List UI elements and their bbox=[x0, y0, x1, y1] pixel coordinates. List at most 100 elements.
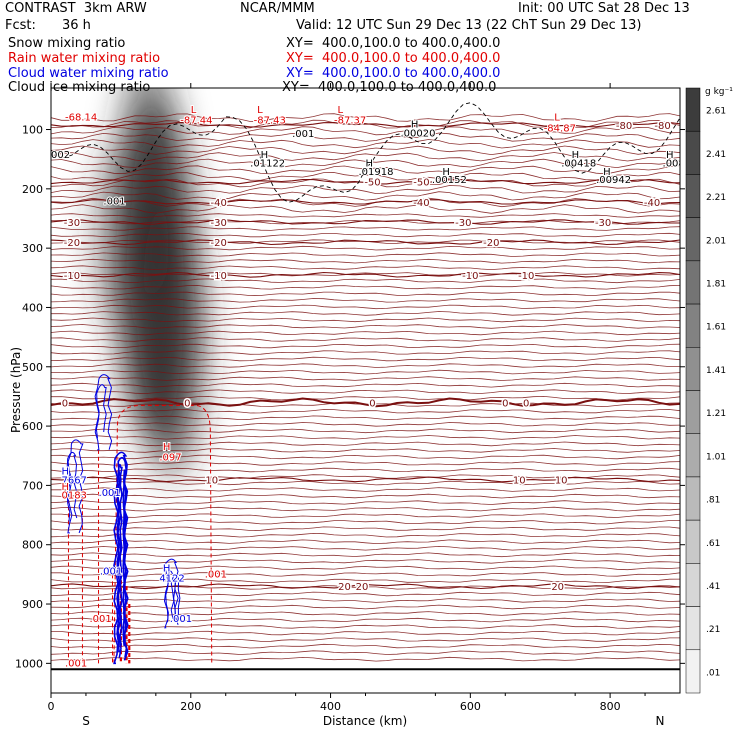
y-tick-label-400: 400 bbox=[22, 301, 43, 314]
isotherm-minor-7 bbox=[51, 158, 680, 169]
isotherm-minor-45 bbox=[51, 409, 680, 414]
isotherm-minor-52 bbox=[51, 454, 680, 460]
isotherm-minor-9 bbox=[51, 171, 680, 181]
isotherm-minor-56 bbox=[51, 480, 680, 486]
init-time: Init: 00 UTC Sat 28 Dec 13 bbox=[518, 1, 690, 16]
colorbar-swatch-5 bbox=[685, 303, 701, 348]
isotherm-0 bbox=[51, 397, 680, 408]
colorbar-swatch-13 bbox=[685, 649, 701, 694]
isotherm-minor-18 bbox=[51, 232, 680, 238]
y-tick-label-1000: 1000 bbox=[15, 657, 43, 670]
isotherm-minor-25 bbox=[51, 278, 680, 284]
isotherm-minor-22 bbox=[51, 258, 680, 264]
colorbar-label-6: 1.41 bbox=[706, 366, 726, 376]
cloud-water-contour-6 bbox=[116, 463, 123, 653]
isotherm-label-20-2: 20 bbox=[551, 582, 564, 593]
isotherm-minor-67 bbox=[51, 552, 680, 558]
isotherm-minor-38 bbox=[51, 363, 680, 368]
y-axis-label: Pressure (hPa) bbox=[9, 347, 23, 433]
y-tick-label-900: 900 bbox=[22, 598, 43, 611]
colorbar-swatch-10 bbox=[685, 519, 701, 564]
y-tick-label-600: 600 bbox=[22, 420, 43, 433]
colorbar-label-4: 1.81 bbox=[706, 279, 726, 289]
isotherm-minor-50 bbox=[51, 441, 680, 447]
isotherm-20 bbox=[51, 583, 680, 590]
annotation-13: H bbox=[261, 150, 269, 161]
isotherm-minor-43 bbox=[51, 395, 680, 401]
cloud-water-contour-1 bbox=[66, 451, 78, 522]
annotation-32: .001 bbox=[99, 488, 121, 499]
isotherm-label--30-0: -30 bbox=[64, 218, 80, 229]
isotherm-minor-66 bbox=[51, 545, 680, 551]
colorbar-swatch-7 bbox=[685, 390, 701, 434]
annotation-16: .00418 bbox=[561, 158, 596, 169]
isotherm-label-0-4: 0 bbox=[523, 398, 529, 409]
colorbar-swatch-4 bbox=[685, 260, 701, 305]
isotherm-label--10-3: -10 bbox=[518, 271, 534, 282]
endpoint-south: S bbox=[82, 714, 90, 728]
snow-maximum-2 bbox=[133, 198, 206, 477]
annotation-2: -87.44 bbox=[180, 116, 212, 127]
isotherm-label--20-2: -20 bbox=[483, 238, 499, 249]
cloud-water-contour-4 bbox=[113, 451, 129, 665]
annotation-5: L bbox=[338, 105, 344, 116]
cloud-water-contour-10 bbox=[173, 575, 181, 617]
cloud-ice-contour bbox=[51, 102, 680, 203]
isotherm-minor-12 bbox=[51, 191, 680, 201]
isotherm-minor-46 bbox=[51, 415, 680, 421]
x-tick-label-800: 800 bbox=[600, 700, 621, 713]
colorbar-swatch-1 bbox=[685, 130, 701, 175]
isotherm-minor-16 bbox=[51, 219, 680, 225]
model-title: CONTRAST 3km ARW bbox=[5, 1, 147, 16]
isotherm-label-10-0: 10 bbox=[205, 475, 218, 486]
annotation-0: -68.14 bbox=[65, 113, 97, 124]
isotherm-minor-79 bbox=[51, 630, 680, 636]
isotherm-minor-28 bbox=[51, 298, 680, 303]
isotherm-label-0-3: 0 bbox=[502, 398, 508, 409]
colorbar-label-11: .41 bbox=[706, 582, 720, 592]
isotherm-minor-55 bbox=[51, 474, 680, 479]
isotherm-minor-4 bbox=[51, 139, 680, 149]
field-rain-label: Rain water mixing ratio bbox=[8, 51, 161, 66]
isotherm-minor-78 bbox=[51, 624, 680, 629]
cloud-water-contour-7 bbox=[122, 469, 127, 647]
isotherm-minor-34 bbox=[51, 337, 680, 342]
isotherm-label--20-0: -20 bbox=[64, 238, 80, 249]
isotherm-minor-35 bbox=[51, 343, 680, 349]
isotherm-minor-39 bbox=[51, 369, 680, 375]
y-tick-label-300: 300 bbox=[22, 242, 43, 255]
x-tick-label-400: 400 bbox=[320, 700, 341, 713]
annotation-14: .01122 bbox=[250, 158, 285, 169]
isotherm-minor-63 bbox=[51, 526, 680, 531]
annotation-9: .001 bbox=[292, 129, 314, 140]
annotation-20: .01918 bbox=[359, 167, 394, 178]
colorbar-label-2: 2.21 bbox=[706, 193, 726, 203]
rain-region-outline bbox=[113, 404, 213, 664]
annotation-10: H bbox=[411, 120, 419, 131]
forecast-label: Fcst: bbox=[5, 18, 36, 33]
isotherm-minor-73 bbox=[51, 591, 680, 597]
colorbar-label-9: .81 bbox=[706, 496, 720, 506]
isotherm-minor-74 bbox=[51, 598, 680, 603]
isotherm--10 bbox=[51, 271, 680, 278]
isotherm-minor-72 bbox=[51, 585, 680, 590]
annotation-8: -84.87 bbox=[544, 123, 576, 134]
annotation-36: .001 bbox=[205, 569, 227, 580]
colorbar-unit: g kg⁻¹ bbox=[705, 87, 733, 97]
isotherm-label--10-0: -10 bbox=[64, 271, 80, 282]
isotherm-10 bbox=[51, 476, 680, 483]
x-tick-label-0: 0 bbox=[48, 700, 55, 713]
contour-labels: -80 -80 -50 -50 -40 -40 -40 -30 -30 -30 -30 -20 -20 -… bbox=[51, 104, 680, 670]
x-tick-label-200: 200 bbox=[180, 700, 201, 713]
isotherm-minor-6 bbox=[51, 152, 680, 162]
isotherm-minor-33 bbox=[51, 330, 680, 336]
isotherm-label-10-1: 10 bbox=[513, 475, 526, 486]
cloud-ice-contours bbox=[51, 102, 680, 203]
annotation-33: .001 bbox=[100, 566, 122, 577]
y-tick-label-700: 700 bbox=[22, 479, 43, 492]
isotherm-layer bbox=[51, 113, 680, 671]
annotation-26: H bbox=[163, 442, 171, 453]
annotation-11: .00020 bbox=[400, 129, 435, 140]
y-tick-label-800: 800 bbox=[22, 539, 43, 552]
